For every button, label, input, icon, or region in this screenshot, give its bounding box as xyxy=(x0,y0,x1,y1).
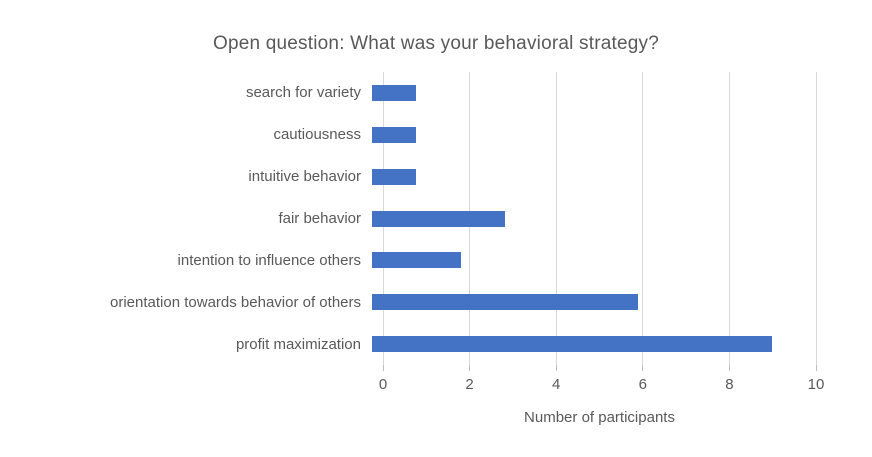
tick-mark xyxy=(555,365,557,371)
tick-mark xyxy=(728,365,730,371)
category-label: fair behavior xyxy=(278,210,361,227)
bar-track xyxy=(372,72,816,114)
bar-search-for-variety xyxy=(372,84,417,101)
bar-orientation-towards-behavior-of-others xyxy=(372,294,639,311)
gridline xyxy=(728,72,730,365)
bar-cautiousness xyxy=(372,126,417,143)
chart-title: Open question: What was your behavioral … xyxy=(213,33,659,54)
bar-track xyxy=(372,114,816,156)
tick-label: 10 xyxy=(807,376,825,393)
tick-label: 6 xyxy=(638,376,647,393)
chart-row: cautiousness xyxy=(0,114,816,156)
category-label: intuitive behavior xyxy=(248,168,361,186)
chart-row: intuitive behavior xyxy=(0,156,816,198)
category-label: orientation towards behavior of others xyxy=(110,293,361,311)
x-axis-tick-labels: 0 2 4 6 8 10 xyxy=(379,376,825,396)
chart-row: orientation towards behavior of others xyxy=(0,281,816,323)
bar-track xyxy=(372,156,816,198)
x-axis-title: Number of participants xyxy=(524,409,675,426)
bar-intention-to-influence-others xyxy=(372,252,461,269)
tick-label: 8 xyxy=(725,376,734,393)
tick-mark xyxy=(815,365,817,371)
category-label: cautiousness xyxy=(273,126,361,144)
bar-fair-behavior xyxy=(372,210,506,227)
chart-row: profit maximization xyxy=(0,323,816,365)
gridline xyxy=(642,72,644,365)
tick-label: 4 xyxy=(552,376,561,393)
chart-row: fair behavior xyxy=(0,198,816,240)
tick-mark xyxy=(469,365,471,371)
tick-mark xyxy=(382,365,384,371)
x-axis-ticks xyxy=(382,365,817,371)
chart-row: intention to influence others xyxy=(0,239,816,281)
bar-track xyxy=(372,281,816,323)
gridline xyxy=(555,72,557,365)
bar-intuitive-behavior xyxy=(372,168,417,185)
tick-mark xyxy=(642,365,644,371)
bar-track xyxy=(372,198,816,240)
gridline xyxy=(815,72,817,365)
tick-label: 2 xyxy=(465,376,474,393)
bar-profit-maximization xyxy=(372,336,772,353)
category-label: search for variety xyxy=(245,84,361,102)
bar-track xyxy=(372,323,816,365)
category-label: profit maximization xyxy=(235,335,361,353)
category-label: intention to influence others xyxy=(177,251,361,269)
tick-label: 0 xyxy=(378,376,388,393)
chart-row: search for variety xyxy=(0,72,816,114)
bar-track xyxy=(372,239,816,281)
chart-rows: search for variety cautiousness intuitive … xyxy=(0,72,816,365)
